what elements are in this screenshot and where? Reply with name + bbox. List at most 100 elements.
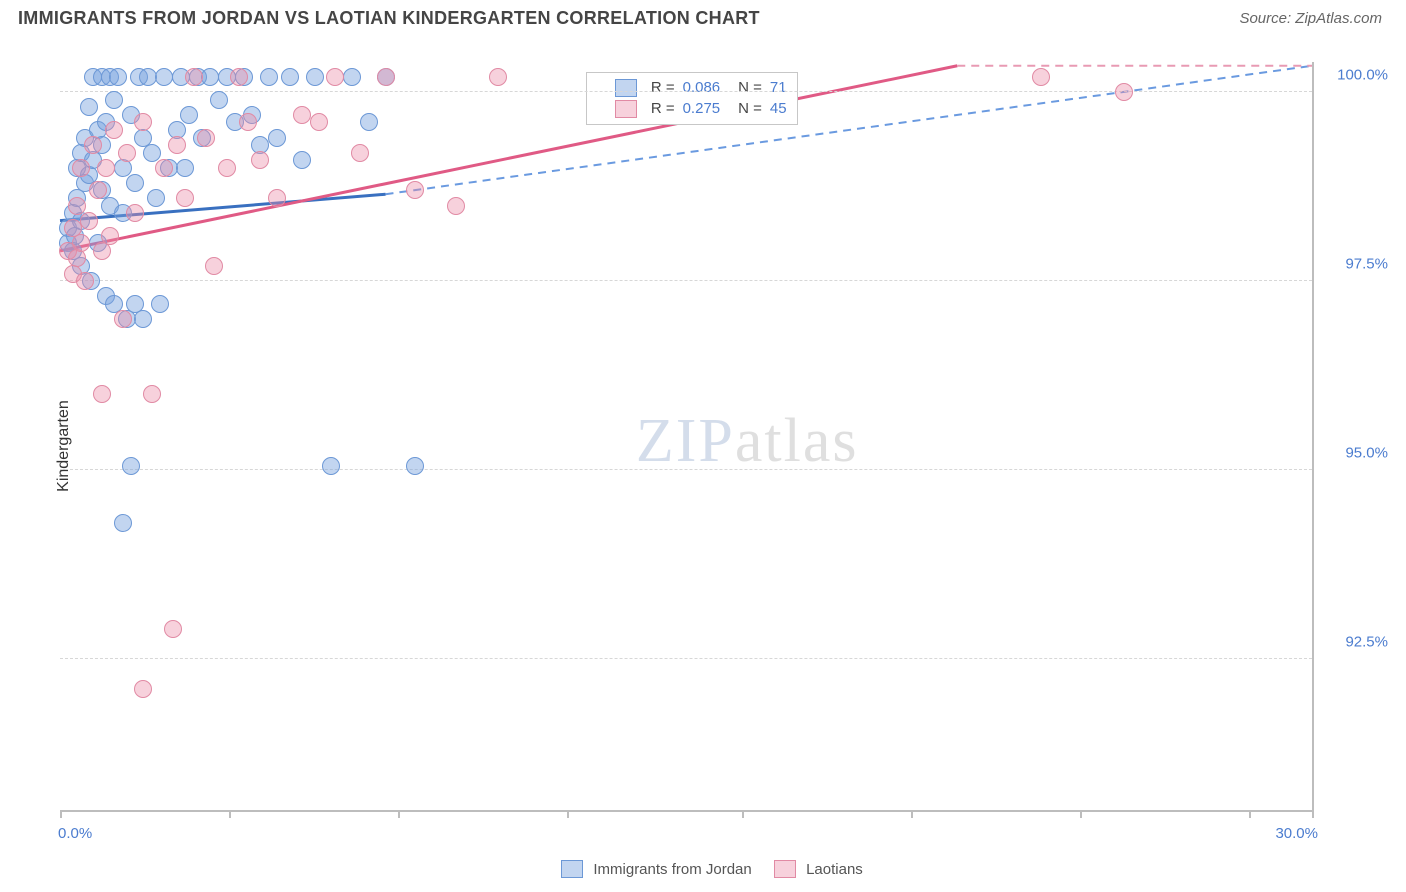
series-legend: Immigrants from Jordan Laotians — [0, 860, 1406, 878]
data-point — [210, 91, 228, 109]
data-point — [176, 159, 194, 177]
data-point — [80, 98, 98, 116]
data-point — [180, 106, 198, 124]
plot-area: ZIPatlas R = 0.086 N = 71 R = 0.275 N = … — [60, 62, 1314, 812]
x-tick — [60, 810, 62, 818]
stats-legend: R = 0.086 N = 71 R = 0.275 N = 45 — [586, 72, 798, 125]
legend-n-value: 71 — [770, 77, 787, 98]
legend-label-series-1: Laotians — [806, 861, 863, 878]
gridline — [60, 469, 1312, 470]
legend-n-label: N = — [738, 77, 762, 98]
data-point — [293, 151, 311, 169]
stats-legend-row: R = 0.275 N = 45 — [597, 98, 787, 119]
data-point — [134, 310, 152, 328]
data-point — [201, 68, 219, 86]
data-point — [185, 68, 203, 86]
y-tick-label: 100.0% — [1337, 67, 1388, 84]
data-point — [134, 680, 152, 698]
data-point — [326, 68, 344, 86]
data-point — [72, 234, 90, 252]
trend-lines-svg — [60, 62, 1312, 810]
data-point — [310, 113, 328, 131]
data-point — [168, 136, 186, 154]
x-tick — [1080, 810, 1082, 818]
data-point — [68, 197, 86, 215]
x-axis-min-label: 0.0% — [58, 825, 92, 842]
legend-swatch-series-0 — [561, 860, 583, 878]
data-point — [489, 68, 507, 86]
data-point — [1115, 83, 1133, 101]
data-point — [126, 174, 144, 192]
stats-legend-row: R = 0.086 N = 71 — [597, 77, 787, 98]
data-point — [93, 385, 111, 403]
data-point — [268, 189, 286, 207]
y-tick-label: 97.5% — [1345, 256, 1388, 273]
legend-swatch-series-1 — [774, 860, 796, 878]
data-point — [155, 159, 173, 177]
data-point — [118, 144, 136, 162]
data-point — [251, 151, 269, 169]
data-point — [126, 204, 144, 222]
x-tick — [1249, 810, 1251, 818]
x-tick — [398, 810, 400, 818]
data-point — [68, 249, 86, 267]
x-axis-max-label: 30.0% — [1275, 825, 1318, 842]
data-point — [72, 159, 90, 177]
data-point — [351, 144, 369, 162]
data-point — [176, 189, 194, 207]
data-point — [114, 310, 132, 328]
data-point — [447, 197, 465, 215]
legend-swatch-series-0 — [615, 79, 637, 97]
data-point — [76, 272, 94, 290]
data-point — [1032, 68, 1050, 86]
legend-n-label: N = — [738, 98, 762, 119]
x-tick — [911, 810, 913, 818]
data-point — [134, 113, 152, 131]
data-point — [406, 457, 424, 475]
data-point — [406, 181, 424, 199]
data-point — [268, 129, 286, 147]
data-point — [197, 129, 215, 147]
legend-label-series-0: Immigrants from Jordan — [593, 861, 751, 878]
data-point — [239, 113, 257, 131]
data-point — [164, 620, 182, 638]
data-point — [114, 159, 132, 177]
data-point — [218, 159, 236, 177]
data-point — [143, 144, 161, 162]
chart-title: IMMIGRANTS FROM JORDAN VS LAOTIAN KINDER… — [18, 8, 760, 29]
source-label: Source: ZipAtlas.com — [1239, 10, 1382, 27]
data-point — [360, 113, 378, 131]
trend-line-extension — [386, 66, 1312, 194]
data-point — [343, 68, 361, 86]
y-tick-label: 92.5% — [1345, 633, 1388, 650]
legend-r-label: R = — [651, 77, 675, 98]
data-point — [155, 68, 173, 86]
data-point — [143, 385, 161, 403]
data-point — [281, 68, 299, 86]
data-point — [109, 68, 127, 86]
x-tick — [1312, 810, 1314, 818]
data-point — [101, 227, 119, 245]
legend-r-label: R = — [651, 98, 675, 119]
y-tick-label: 95.0% — [1345, 445, 1388, 462]
data-point — [114, 514, 132, 532]
x-tick — [229, 810, 231, 818]
legend-n-value: 45 — [770, 98, 787, 119]
data-point — [80, 212, 98, 230]
data-point — [377, 68, 395, 86]
trend-line — [60, 66, 957, 251]
x-tick — [742, 810, 744, 818]
data-point — [97, 159, 115, 177]
data-point — [84, 136, 102, 154]
data-point — [306, 68, 324, 86]
data-point — [122, 457, 140, 475]
chart-container: Kindergarten ZIPatlas R = 0.086 N = 71 R… — [0, 50, 1406, 842]
legend-r-value: 0.086 — [683, 77, 721, 98]
data-point — [205, 257, 223, 275]
gridline — [60, 280, 1312, 281]
gridline — [60, 658, 1312, 659]
x-tick — [567, 810, 569, 818]
data-point — [293, 106, 311, 124]
data-point — [105, 121, 123, 139]
legend-swatch-series-1 — [615, 100, 637, 118]
